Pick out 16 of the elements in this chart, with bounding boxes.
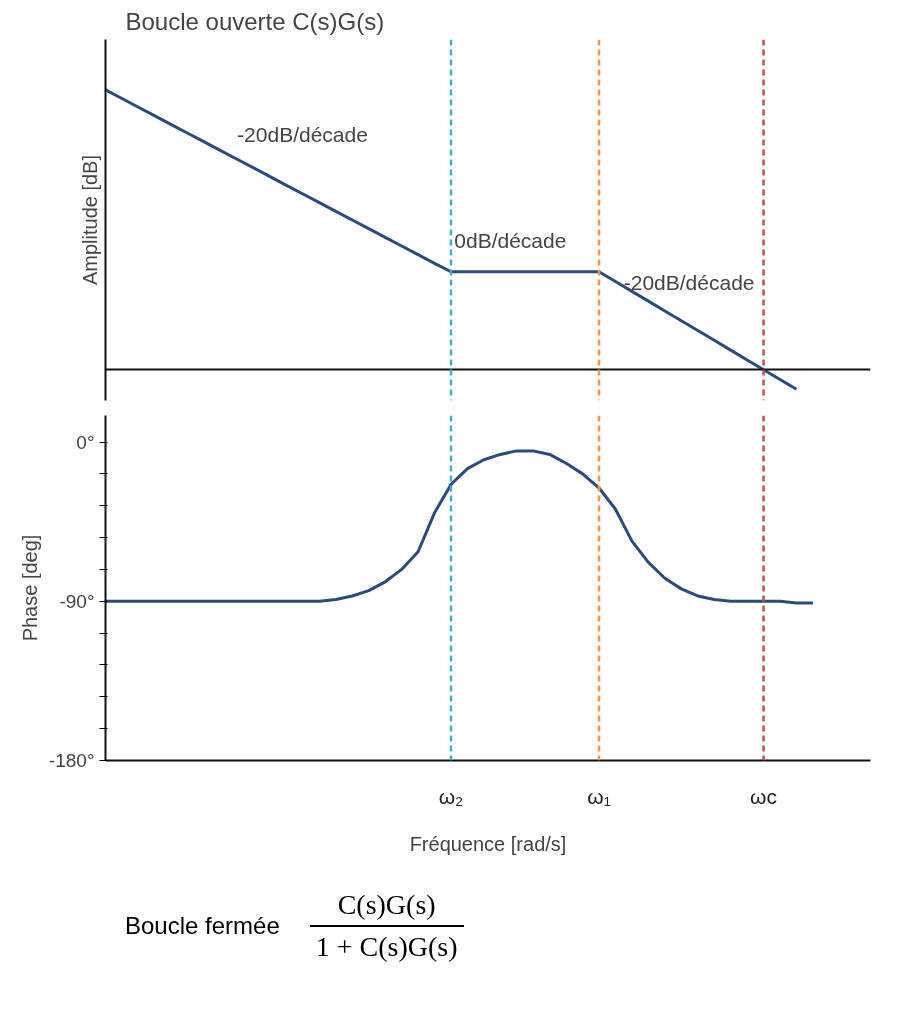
x-tick-label: ωc [750,784,778,808]
text: Boucle fermée [125,911,280,939]
y-axis-title: Phase [deg] [18,534,41,642]
annotation: 0dB/décade [454,229,567,253]
y-tick-label: 0° [76,431,95,453]
text: C(s)G(s) [309,885,464,927]
annotation: -20dB/décade [623,271,755,295]
y-tick-label: -90° [59,590,95,612]
x-axis-title: Fréquence [rad/s] [409,832,567,855]
chart-title: Boucle ouverte C(s)G(s) [125,7,385,35]
y-tick-label: -180° [48,750,95,771]
text: 1 + C(s)G(s) [314,930,459,964]
x-tick-label: ω₂ [438,784,464,808]
annotation: -20dB/décade [237,122,368,146]
y-axis-title: Amplitude [dB] [78,154,101,286]
x-tick-label: ω₁ [587,784,611,808]
